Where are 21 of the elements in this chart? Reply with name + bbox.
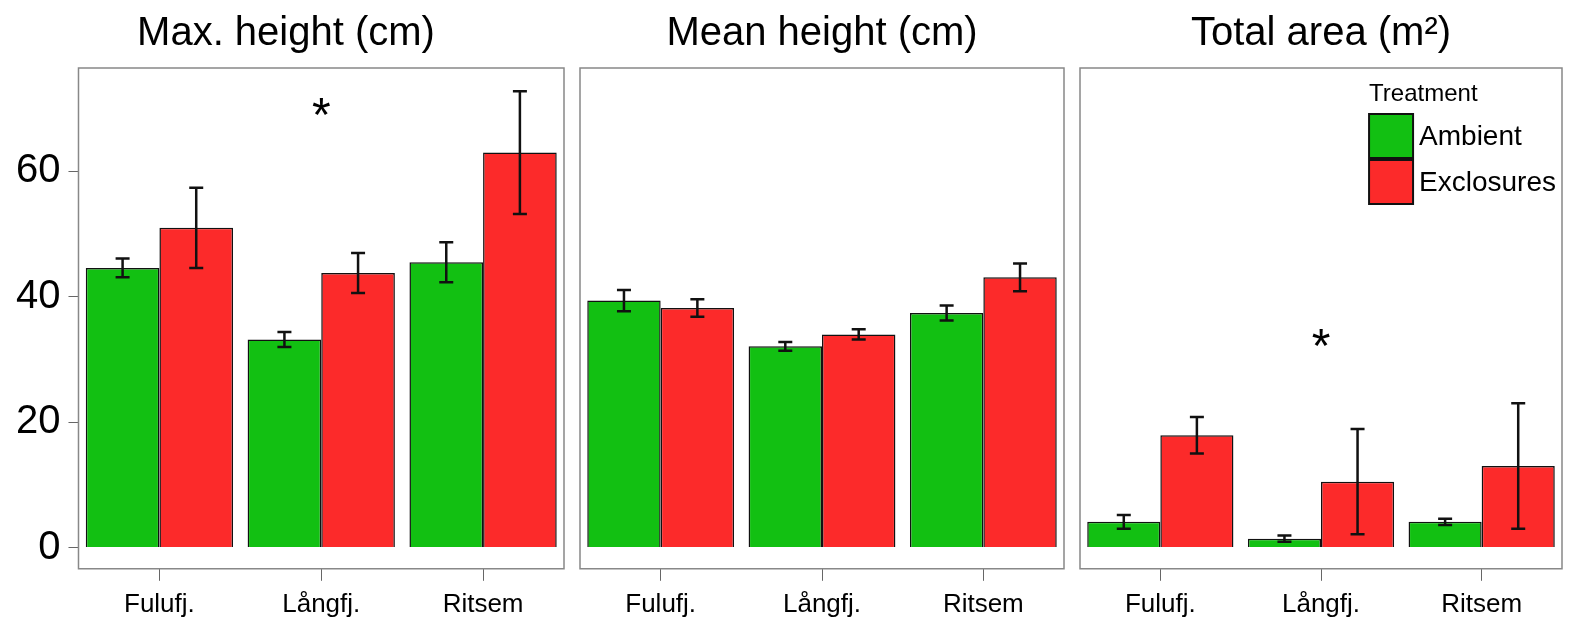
x-tick-label: Ritsem	[1441, 587, 1523, 618]
x-tick-label: Ritsem	[442, 587, 524, 618]
y-tick-label: 0	[38, 522, 61, 567]
legend-label: Ambient	[1419, 119, 1522, 151]
x-tick-label: Fulufj.	[1124, 587, 1196, 618]
y-tick-label: 40	[15, 271, 61, 316]
legend-label: Exclosures	[1419, 165, 1556, 197]
x-tick-label: Fulufj.	[124, 587, 195, 618]
x-tick-label: Ritsem	[942, 587, 1024, 618]
x-tick-label: Långfj.	[282, 587, 361, 618]
annotation: *	[311, 88, 331, 142]
chart-title: Mean height (cm)	[666, 9, 978, 54]
chart-title: Total area (m²)	[1190, 9, 1452, 54]
y-tick-label: 60	[15, 146, 61, 191]
annotation: *	[1311, 318, 1331, 372]
x-tick-label: Långfj.	[782, 587, 862, 618]
y-tick-label: 20	[15, 397, 61, 442]
x-tick-label: Fulufj.	[625, 587, 697, 618]
x-tick-label: Långfj.	[1281, 587, 1361, 618]
legend-title: Treatment	[1369, 78, 1478, 106]
chart-title: Max. height (cm)	[137, 9, 435, 54]
